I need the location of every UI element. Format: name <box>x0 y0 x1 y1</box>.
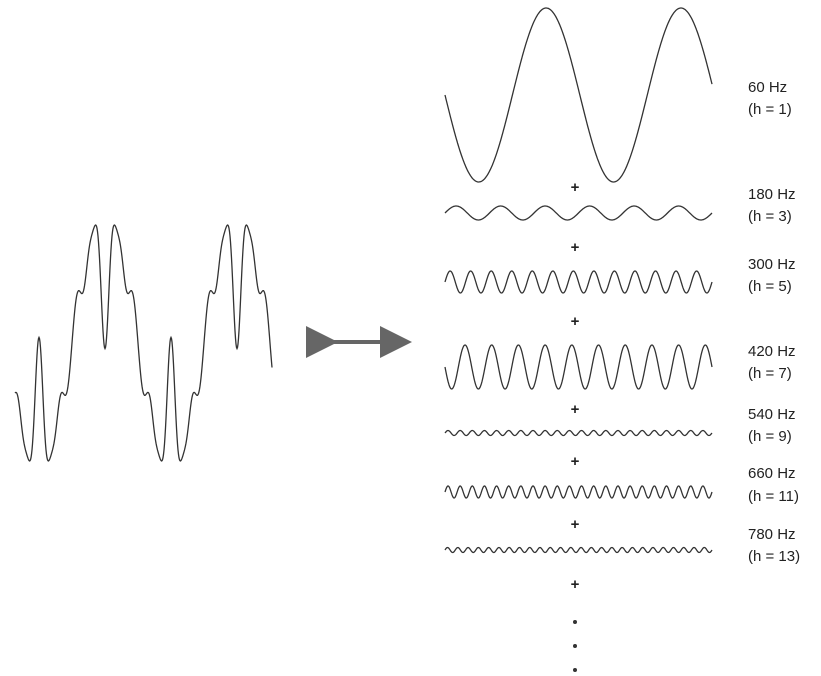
plus-sign: + <box>571 516 580 533</box>
order-label: (h = 7) <box>748 365 792 382</box>
order-label: (h = 9) <box>748 428 792 445</box>
harmonic-wave <box>444 429 713 437</box>
plus-sign: + <box>571 239 580 256</box>
harmonic-wave <box>444 344 713 390</box>
harmonic-wave <box>444 270 713 294</box>
plus-sign: + <box>571 576 580 593</box>
plus-sign: + <box>571 401 580 418</box>
harmonic-wave <box>444 7 713 183</box>
plus-sign: + <box>571 179 580 196</box>
frequency-label: 420 Hz <box>748 343 796 360</box>
frequency-label: 60 Hz <box>748 79 787 96</box>
plus-sign: + <box>571 313 580 330</box>
order-label: (h = 11) <box>748 488 799 505</box>
dots <box>573 620 577 672</box>
harmonic-wave <box>444 485 713 499</box>
frequency-label: 540 Hz <box>748 406 796 423</box>
frequency-label: 780 Hz <box>748 526 796 543</box>
composite-wave <box>14 224 273 462</box>
order-label: (h = 13) <box>748 548 800 565</box>
order-label: (h = 5) <box>748 278 792 295</box>
harmonic-wave <box>444 205 713 221</box>
frequency-label: 660 Hz <box>748 465 796 482</box>
frequency-label: 300 Hz <box>748 256 796 273</box>
plus-sign: + <box>571 453 580 470</box>
order-label: (h = 3) <box>748 208 792 225</box>
frequency-label: 180 Hz <box>748 186 796 203</box>
harmonic-wave <box>444 546 713 554</box>
order-label: (h = 1) <box>748 101 792 118</box>
